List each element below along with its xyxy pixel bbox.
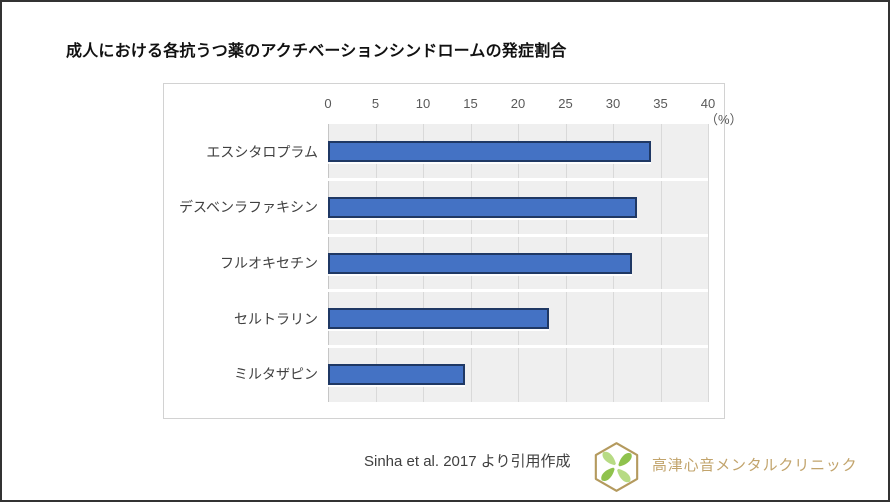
x-axis-tick-label: 0 xyxy=(324,96,332,111)
bar-5 xyxy=(328,364,465,385)
bar-1 xyxy=(328,141,651,162)
category-label: ミルタザピン xyxy=(234,366,318,382)
clover-leaves xyxy=(601,451,632,483)
category-label: セルトラリン xyxy=(234,311,318,327)
plot-area xyxy=(328,124,709,402)
x-axis-unit-label: （%） xyxy=(705,112,743,127)
category-band-separator xyxy=(328,345,708,348)
bar-4 xyxy=(328,308,549,329)
category-label: フルオキセチン xyxy=(220,255,318,271)
category-band-separator xyxy=(328,234,708,237)
clover-hexagon-icon xyxy=(594,442,639,492)
x-gridline xyxy=(708,124,709,402)
x-axis-tick-label: 10 xyxy=(415,96,431,111)
category-label: エスシタロプラム xyxy=(206,144,318,160)
x-axis-tick-label: 20 xyxy=(510,96,526,111)
chart-box: （%） 0 5 10 15 20 25 30 35 40 エスシタロプラムデスベンラファキシンフル… xyxy=(163,83,743,419)
x-axis-tick-label: 5 xyxy=(371,96,380,111)
x-axis-tick-label: 25 xyxy=(558,96,573,111)
x-gridline xyxy=(661,124,662,402)
bar-2 xyxy=(328,197,637,218)
clinic-logo xyxy=(590,440,643,494)
chart-title: 成人における各抗うつ薬のアクチベーションシンドロームの発症割合 xyxy=(66,43,567,60)
x-axis-tick-label: 40 xyxy=(700,96,716,111)
x-axis-tick-label: 15 xyxy=(463,96,478,111)
x-axis-tick-label: 35 xyxy=(653,96,668,111)
clinic-name: 高津心音メンタルクリニック xyxy=(652,457,858,474)
category-band-separator xyxy=(328,178,708,181)
category-label: デスベンラファキシン xyxy=(178,199,318,215)
citation-text: Sinha et al. 2017 より引用作成 xyxy=(364,453,571,470)
x-axis-tick-label: 30 xyxy=(605,96,621,111)
bar-3 xyxy=(328,253,632,274)
category-band-separator xyxy=(328,289,708,292)
